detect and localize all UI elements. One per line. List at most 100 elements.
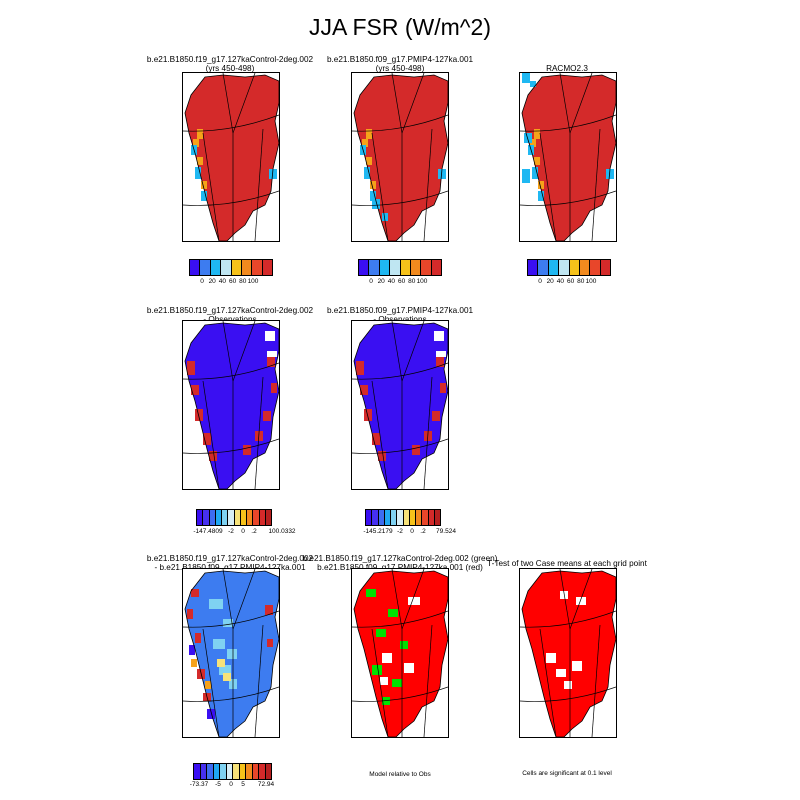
grid-cell bbox=[372, 199, 380, 209]
grid-cell bbox=[213, 639, 225, 649]
colorbar-swatch bbox=[410, 260, 422, 275]
colorbar-swatch bbox=[228, 510, 235, 525]
colorbar-tick-label: 80 bbox=[239, 278, 247, 285]
colorbar-swatch bbox=[259, 764, 266, 779]
colorbar-tick-label: -2 bbox=[228, 528, 234, 535]
map-graticule bbox=[352, 73, 448, 241]
colorbar-swatch bbox=[265, 764, 271, 779]
coastline bbox=[521, 74, 616, 241]
grid-cell bbox=[522, 169, 530, 183]
grid-cell bbox=[219, 665, 231, 675]
panel-title-pmip4-minus-obs: b.e21.B1850.f09_g17.PMIP4-127ka.001- Obs… bbox=[326, 306, 474, 324]
colorbar-swatch bbox=[569, 260, 580, 275]
grid-cell bbox=[243, 445, 251, 455]
colorbar-swatch bbox=[241, 260, 253, 275]
colorbar-row1-control bbox=[189, 259, 273, 276]
colorbar-swatch bbox=[200, 764, 207, 779]
grid-cell bbox=[436, 357, 444, 367]
colorbar-swatch bbox=[210, 260, 222, 275]
colorbar-tick-label: 20 bbox=[377, 278, 385, 285]
colorbar-tick-label: 72.94 bbox=[257, 781, 275, 788]
colorbar-swatch bbox=[233, 764, 240, 779]
grid-cell bbox=[556, 669, 566, 677]
colorbar-swatch bbox=[431, 260, 441, 275]
colorbar-swatch bbox=[379, 260, 391, 275]
map-control-minus-obs bbox=[182, 320, 280, 490]
grid-cell bbox=[205, 681, 211, 689]
colorbar-tick-label: 80 bbox=[408, 278, 416, 285]
colorbar-swatch bbox=[422, 510, 429, 525]
colorbar-swatch bbox=[265, 510, 271, 525]
map-control-fsr bbox=[182, 72, 280, 242]
colorbar-tick-label: -2 bbox=[397, 528, 403, 535]
map-graticule bbox=[352, 569, 448, 737]
grid-cell bbox=[522, 73, 530, 83]
colorbar-row2-control bbox=[196, 509, 272, 526]
grid-cell bbox=[267, 357, 275, 367]
grid-cell bbox=[263, 411, 271, 421]
colorbar-swatch bbox=[548, 260, 560, 275]
colorbar-swatch bbox=[190, 260, 201, 275]
grid-cell bbox=[207, 709, 215, 719]
grid-cell bbox=[538, 191, 544, 201]
grid-cell bbox=[191, 659, 197, 667]
grid-cell bbox=[572, 661, 582, 671]
map-graticule bbox=[520, 569, 616, 737]
colorbar-swatch bbox=[200, 260, 211, 275]
colorbar-swatch bbox=[421, 260, 432, 275]
grid-cell bbox=[197, 129, 203, 139]
grid-cell bbox=[366, 157, 372, 165]
panel-title-racmo: RACMO2.3 bbox=[546, 64, 588, 73]
colorbar-swatch bbox=[384, 510, 391, 525]
grid-cell bbox=[195, 409, 203, 421]
grid-cell bbox=[388, 609, 398, 617]
colorbar-swatch bbox=[372, 510, 379, 525]
grid-cell bbox=[530, 139, 536, 147]
colorbar-tick-label: .2 bbox=[251, 528, 257, 535]
grid-cell bbox=[372, 433, 380, 445]
grid-cell bbox=[267, 351, 277, 357]
panel-title-model-relative: b.e21.B1850.f19_g17.127kaControl-2deg.00… bbox=[302, 554, 498, 572]
grid-cell bbox=[364, 409, 372, 421]
colorbar-tick-label: 80 bbox=[577, 278, 585, 285]
colorbar-swatch bbox=[390, 260, 401, 275]
grid-cell bbox=[366, 129, 372, 139]
grid-cell bbox=[191, 589, 199, 597]
colorbar-swatch bbox=[378, 510, 385, 525]
grid-cell bbox=[193, 139, 199, 147]
colorbar-tick-label: 60 bbox=[397, 278, 406, 285]
grid-cell bbox=[400, 641, 408, 649]
grid-cell bbox=[189, 645, 195, 655]
colorbar-swatch bbox=[400, 260, 411, 275]
colorbar-tick-label: 100 bbox=[585, 278, 597, 285]
colorbar-swatch bbox=[559, 260, 570, 275]
grid-cell bbox=[534, 129, 540, 139]
coastline bbox=[353, 322, 448, 489]
coastline bbox=[353, 570, 448, 737]
grid-cell bbox=[191, 385, 199, 395]
panel-title-control: b.e21.B1850.f19_g17.127kaControl-2deg.00… bbox=[146, 55, 314, 73]
grid-cell bbox=[197, 157, 203, 165]
colorbar-swatch bbox=[428, 510, 435, 525]
grid-cell bbox=[382, 653, 392, 663]
colorbar-swatch bbox=[528, 260, 539, 275]
grid-cell bbox=[534, 157, 540, 165]
colorbar-swatch bbox=[207, 764, 214, 779]
grid-cell bbox=[209, 599, 223, 609]
grid-cell bbox=[532, 167, 538, 179]
colorbar-tick-label: .2 bbox=[420, 528, 426, 535]
grid-cell bbox=[382, 697, 390, 705]
coastline bbox=[184, 322, 279, 489]
colorbar-row1-racmo bbox=[527, 259, 611, 276]
colorbar-swatch bbox=[359, 260, 370, 275]
colorbar-row1-pmip4 bbox=[358, 259, 442, 276]
note-significance: Cells are significant at 0.1 level bbox=[522, 770, 612, 777]
coastline bbox=[521, 570, 616, 737]
colorbar-tick-label: 100.0332 bbox=[268, 528, 296, 535]
grid-cell bbox=[223, 673, 231, 681]
colorbar-swatch bbox=[239, 764, 246, 779]
grid-cell bbox=[538, 181, 544, 189]
grid-cell bbox=[576, 597, 586, 605]
grid-cell bbox=[440, 383, 446, 393]
colorbar-swatch bbox=[194, 764, 201, 779]
